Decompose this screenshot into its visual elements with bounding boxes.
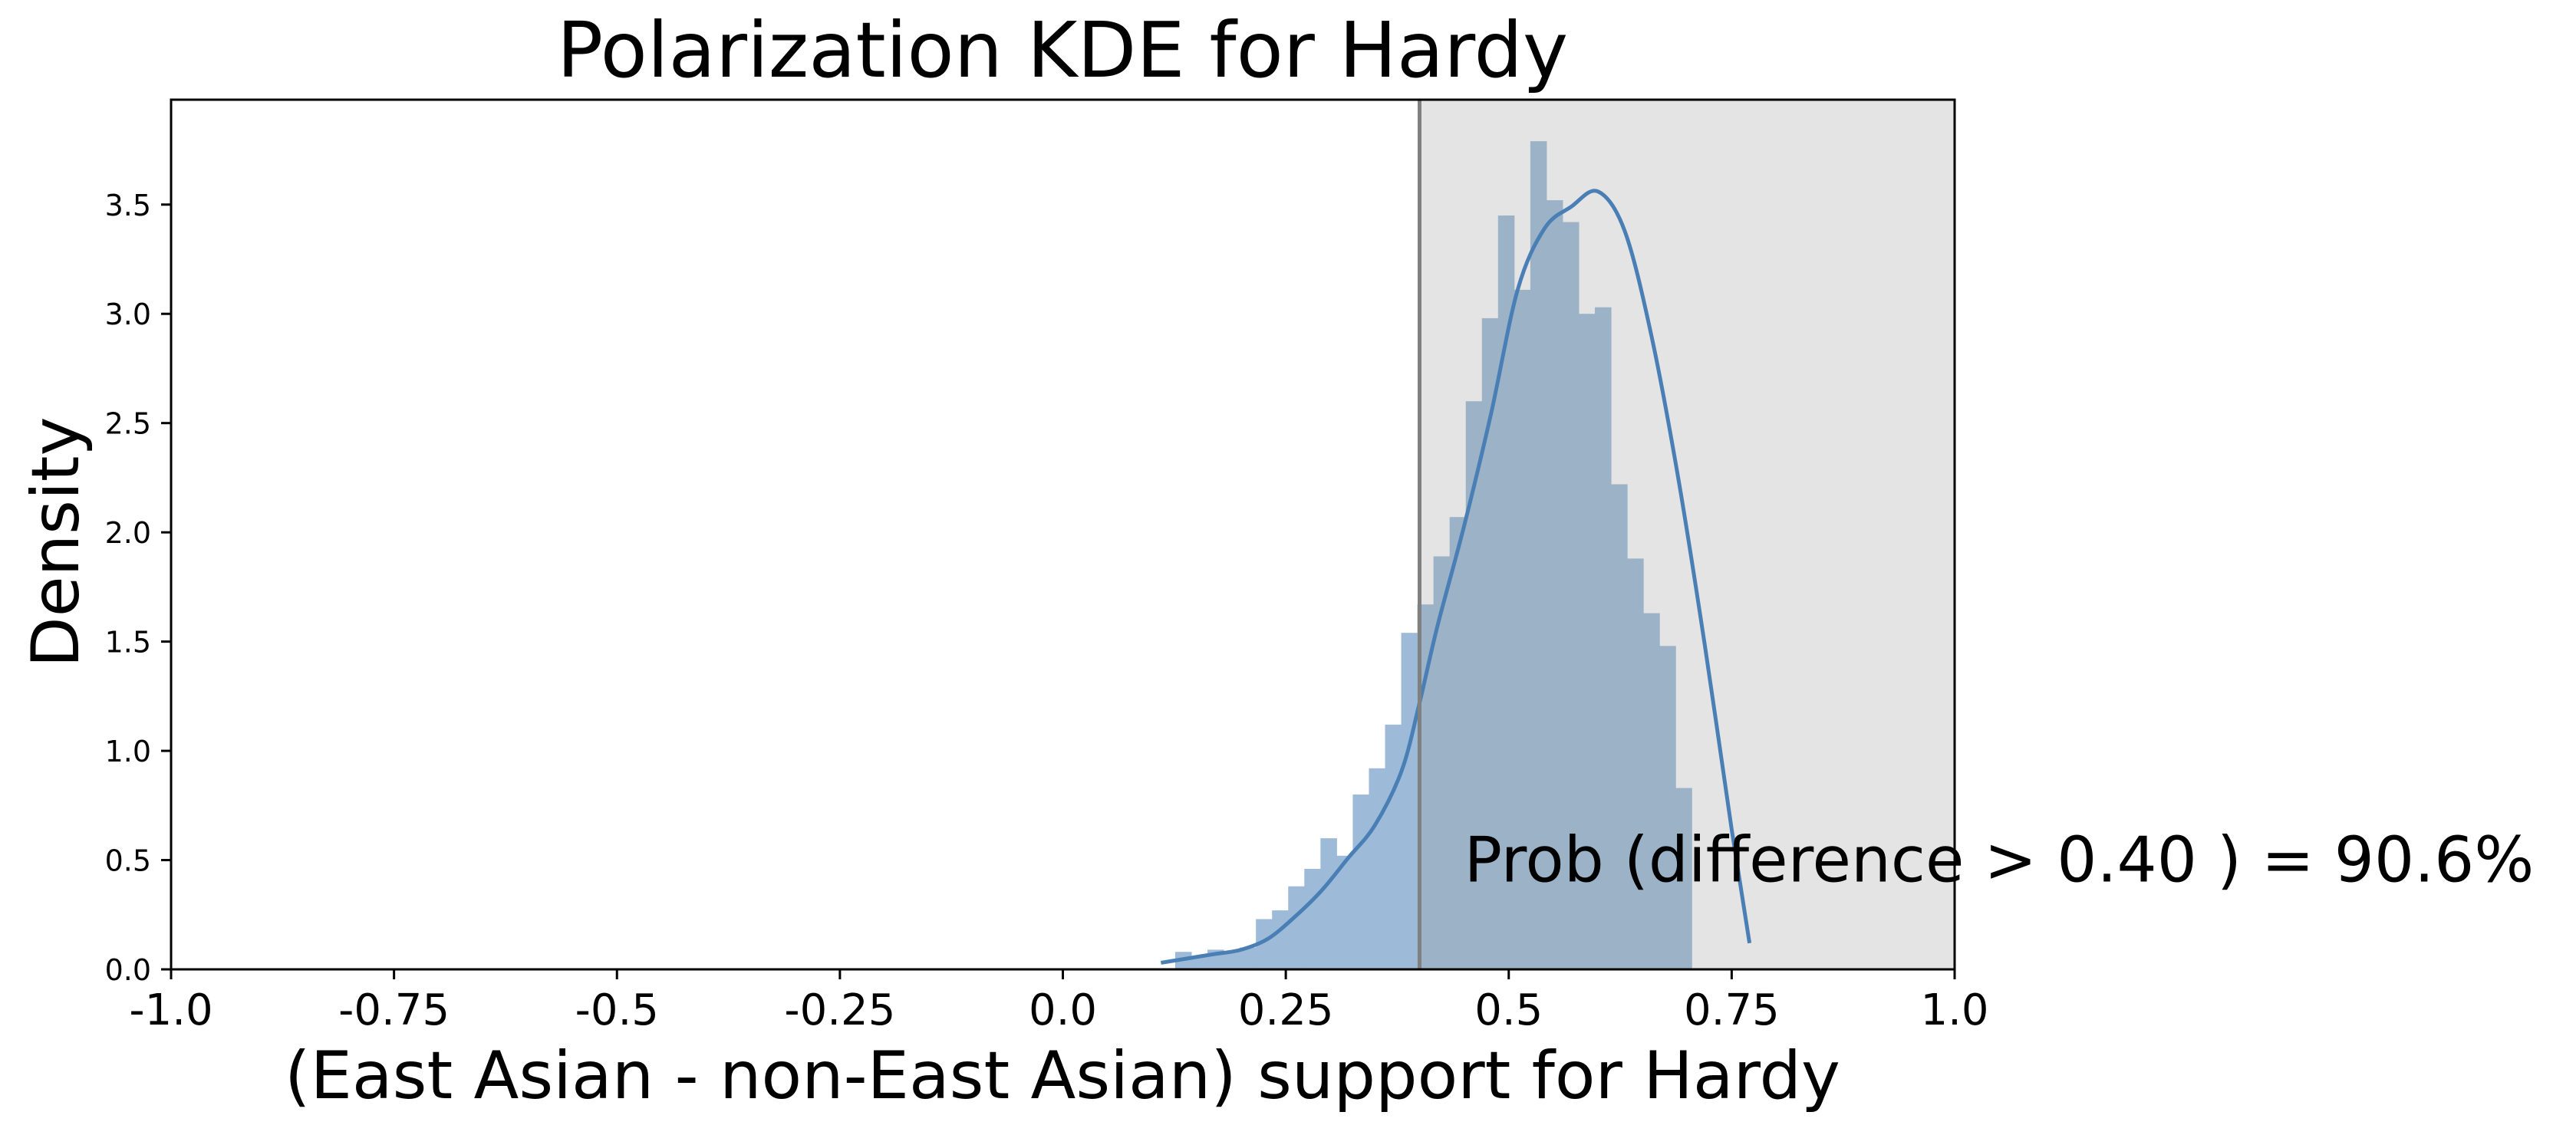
x-tick-label: 0.25 (1238, 985, 1334, 1035)
x-tick-label: -0.75 (338, 985, 450, 1035)
histogram-bar (1191, 956, 1208, 969)
x-axis-label: (East Asian - non-East Asian) support fo… (285, 1038, 1840, 1114)
y-ticks: 0.0 0.5 1.0 1.5 2.0 2.5 3.0 3.5 (105, 189, 171, 987)
x-ticks: -1.0 -0.75 -0.5 -0.25 0.0 0.25 0.5 0.75 1.0 (129, 969, 1989, 1035)
histogram-bar (1304, 868, 1321, 969)
histogram-bar (1240, 947, 1257, 969)
y-tick-label: 3.5 (105, 189, 151, 222)
kde-curve-group (1160, 189, 1752, 965)
kde-line (1160, 189, 1752, 965)
histogram-bar (1643, 613, 1660, 969)
histogram-bars (1174, 141, 1692, 970)
histogram-bar (1481, 317, 1499, 969)
histogram-bar (1659, 646, 1676, 969)
histogram-bar (1627, 558, 1644, 969)
x-tick-label: -0.5 (575, 985, 659, 1035)
histogram-bar (1497, 215, 1515, 970)
y-tick-label: 3.0 (105, 298, 151, 331)
y-tick-label: 2.0 (105, 516, 151, 550)
x-tick-label: 0.75 (1684, 985, 1780, 1035)
histogram-bar (1401, 633, 1418, 969)
histogram-bar (1352, 794, 1369, 969)
histogram-bar (1546, 200, 1563, 970)
histogram-bar (1256, 919, 1273, 969)
histogram-bar (1579, 314, 1596, 969)
histogram-bar (1611, 484, 1628, 969)
y-tick-label: 0.0 (105, 953, 151, 987)
histogram-bar (1562, 222, 1580, 969)
histogram-bar (1449, 517, 1467, 969)
x-tick-label: 0.5 (1474, 985, 1543, 1035)
histogram-bar (1224, 952, 1240, 969)
x-tick-label: -0.25 (784, 985, 895, 1035)
y-tick-label: 1.5 (105, 626, 151, 660)
histogram-bar (1514, 289, 1531, 970)
histogram-bar (1675, 788, 1692, 969)
histogram-bar (1385, 724, 1402, 969)
histogram-bar (1530, 141, 1547, 969)
histogram-bar (1288, 886, 1305, 969)
histogram-bar (1465, 401, 1483, 969)
histogram-bar (1272, 910, 1289, 969)
histogram-bar (1320, 838, 1337, 969)
histogram-bar (1336, 855, 1353, 969)
x-tick-label: -1.0 (129, 985, 212, 1035)
histogram-bar (1433, 556, 1451, 969)
chart-title: Polarization KDE for Hardy (557, 5, 1568, 95)
probability-annotation: Prob (difference > 0.40 ) = 90.6% (1464, 824, 2535, 897)
x-tick-label: 1.0 (1920, 985, 1988, 1035)
y-axis-label: Density (18, 417, 94, 668)
histogram-bar (1369, 768, 1386, 969)
y-tick-label: 2.5 (105, 407, 151, 441)
histogram-bar (1595, 307, 1612, 969)
y-tick-label: 0.5 (105, 844, 151, 878)
y-tick-label: 1.0 (105, 735, 151, 768)
x-tick-label: 0.0 (1029, 985, 1097, 1035)
